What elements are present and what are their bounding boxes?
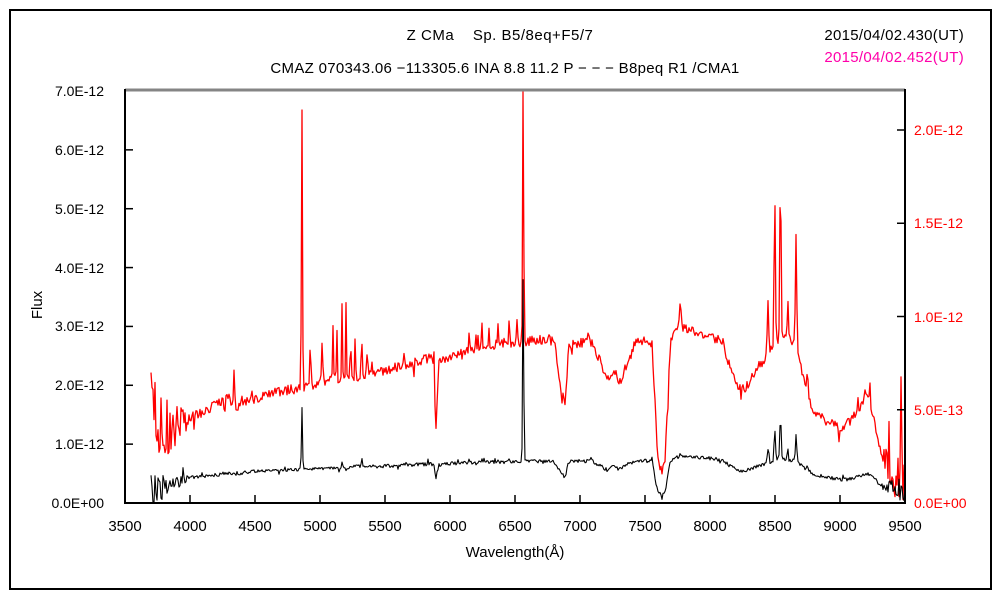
x-tick-label: 8500: [758, 518, 792, 535]
chart-title: Z CMa Sp. B5/8eq+F5/7: [406, 27, 594, 44]
x-tick-label: 4000: [173, 518, 207, 535]
x-tick-label: 8000: [693, 518, 727, 535]
left-y-tick-label: 4.0E-12: [54, 259, 104, 276]
observation-dates: 2015/04/02.430(UT) 2015/04/02.452(UT): [824, 27, 964, 71]
x-tick-label: 6000: [433, 518, 467, 535]
right-y-tick-label: 1.0E-12: [914, 308, 964, 325]
right-y-tick-label: 0.0E+00: [914, 495, 967, 511]
y-axis-title: Flux: [28, 290, 46, 320]
left-y-tick-label: 6.0E-12: [54, 141, 104, 158]
left-y-tick-label: 0.0E+00: [51, 495, 104, 511]
left-y-tick-label: 3.0E-12: [54, 318, 104, 335]
x-tick-label: 5500: [368, 518, 402, 535]
x-tick-label: 9000: [823, 518, 857, 535]
x-tick-label: 7500: [628, 518, 662, 535]
right-y-tick-label: 5.0E-13: [914, 401, 964, 418]
left-y-tick-label: 2.0E-12: [54, 377, 104, 394]
figure-border: [9, 9, 992, 590]
right-y-tick-label: 1.5E-12: [914, 215, 964, 232]
x-tick-label: 9500: [888, 518, 922, 535]
red-spectrum-curve: [150, 91, 906, 504]
x-tick-label: 3500: [108, 518, 142, 535]
obs-date-2: 2015/04/02.452(UT): [824, 49, 964, 66]
x-tick-label: 4500: [238, 518, 272, 535]
x-axis-title: Wavelength(Å): [465, 544, 565, 561]
x-tick-label: 7000: [563, 518, 597, 535]
x-tick-label: 6500: [498, 518, 532, 535]
chart-subtitle: CMAZ 070343.06 −113305.6 INA 8.8 11.2 P …: [270, 60, 740, 77]
black-spectrum-curve: [150, 279, 906, 504]
left-y-tick-label: 5.0E-12: [54, 200, 104, 217]
x-tick-label: 5000: [303, 518, 337, 535]
left-y-tick-label: 1.0E-12: [54, 436, 104, 453]
obs-date-1: 2015/04/02.430(UT): [824, 27, 964, 44]
left-y-tick-label: 7.0E-12: [54, 83, 104, 99]
right-y-tick-label: 2.0E-12: [914, 122, 964, 138]
